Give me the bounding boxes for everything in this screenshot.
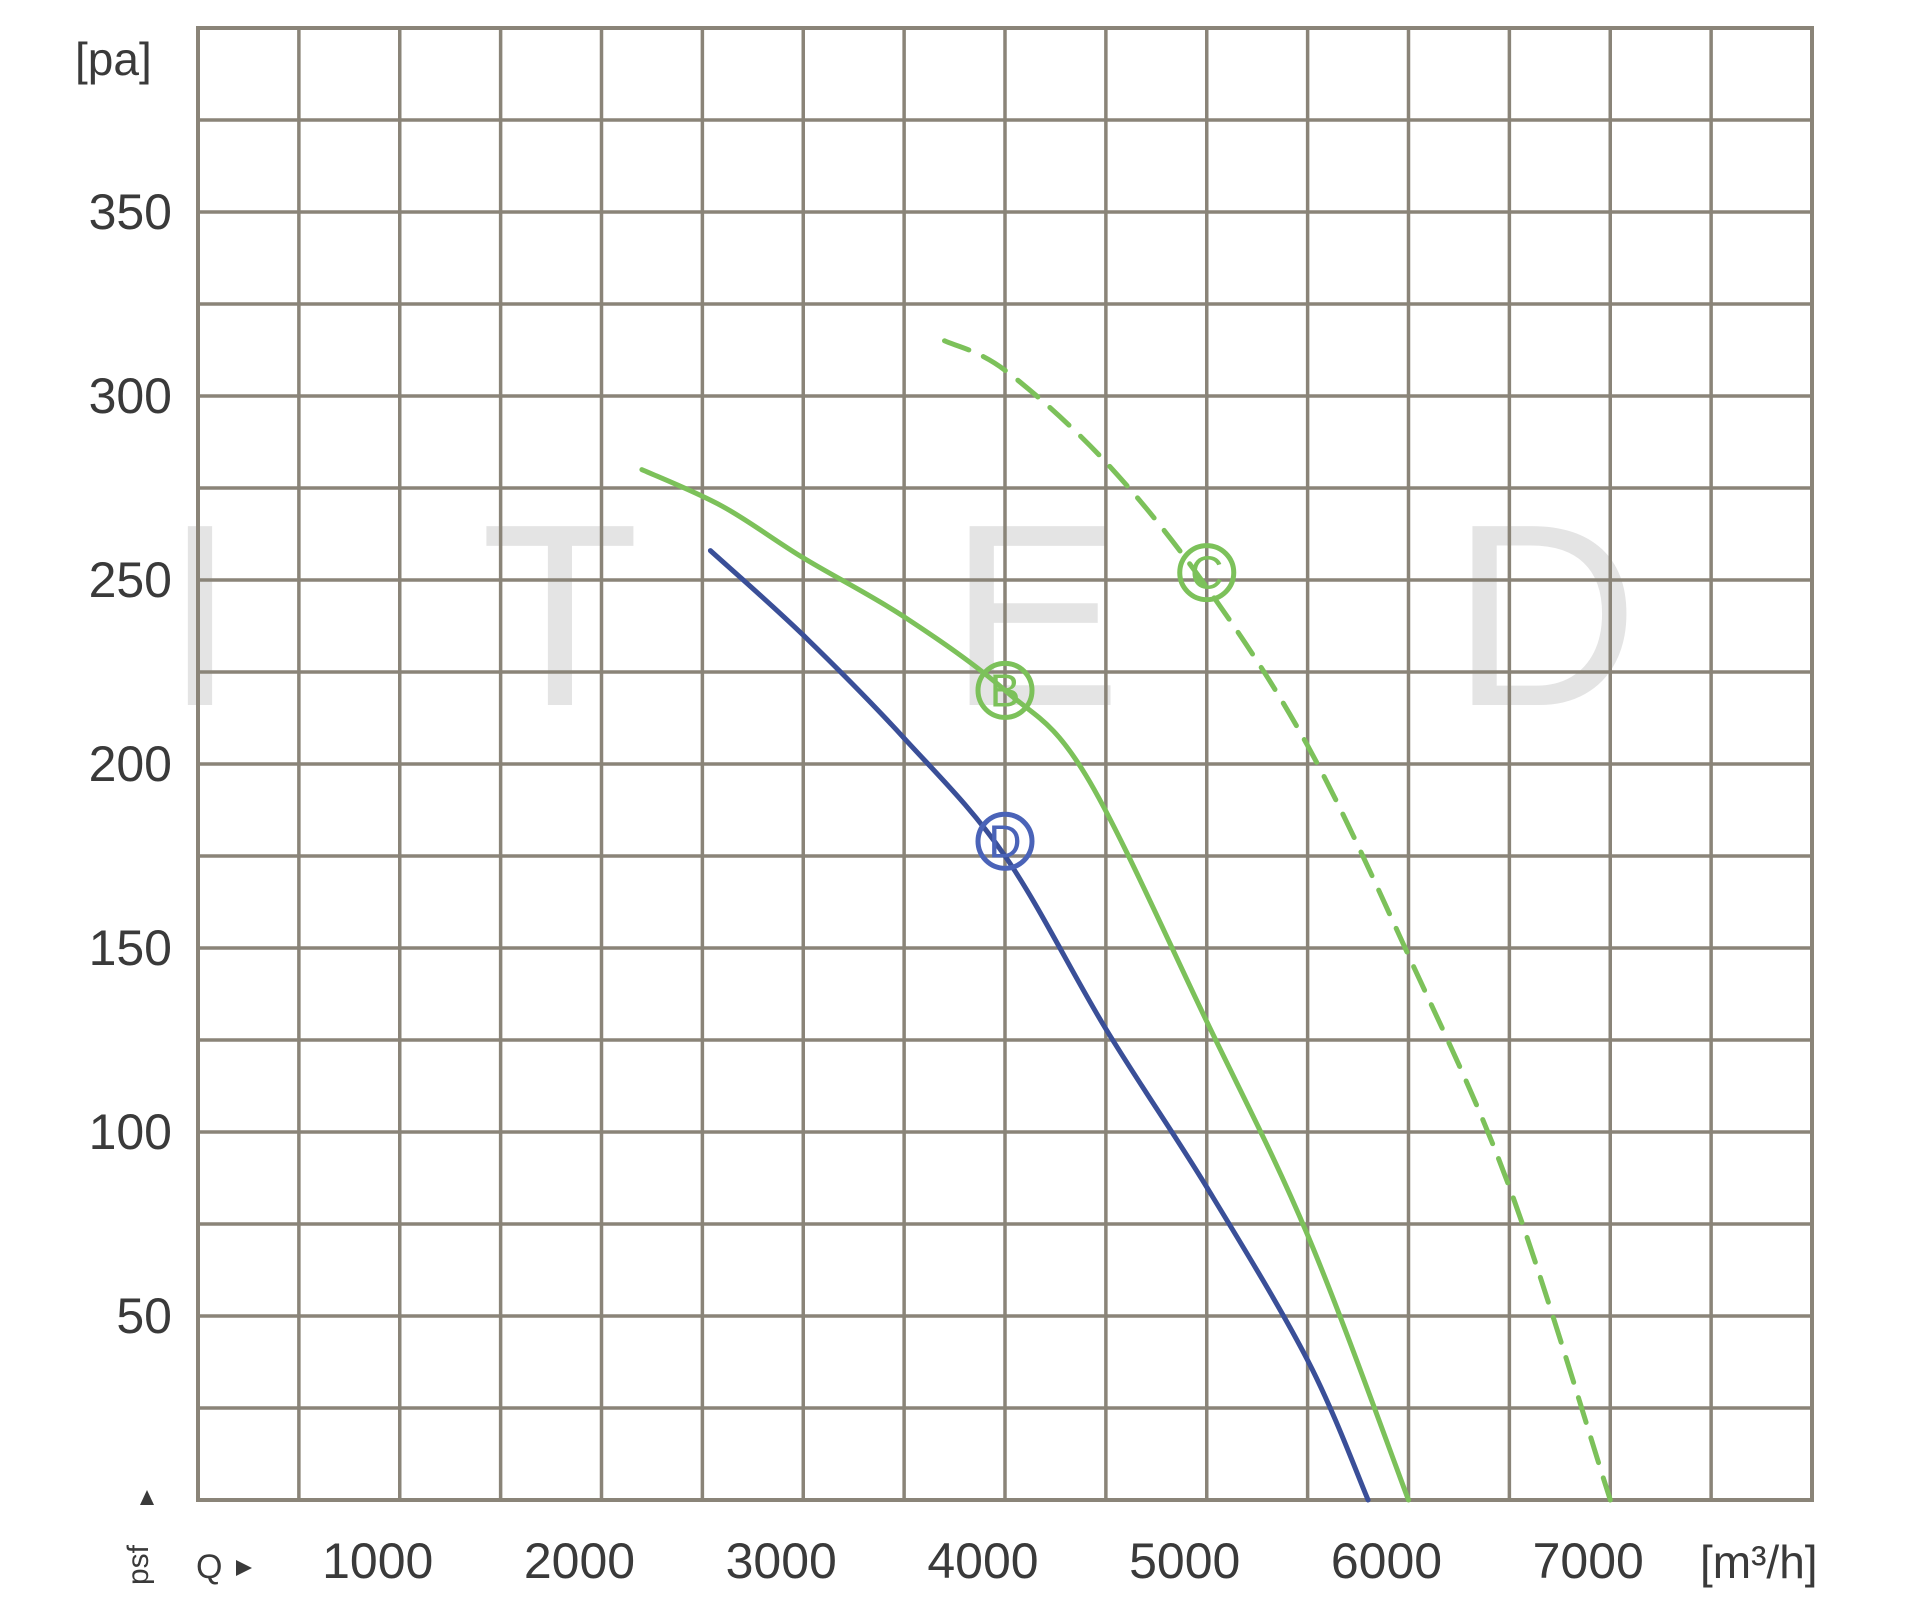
plot-frame	[196, 26, 1814, 1502]
x-axis-unit: [m³/h]	[1700, 1536, 1818, 1588]
y-tick-label: 150	[89, 920, 172, 976]
series-line-dashed	[942, 338, 1613, 1503]
series-line	[639, 467, 1411, 1503]
y-axis-label-bottom: psf	[122, 1544, 155, 1585]
watermark-letter: D	[1451, 471, 1639, 761]
series-lines	[639, 338, 1613, 1503]
x-tick-label: 2000	[524, 1533, 635, 1589]
y-axis-arrow-icon	[140, 1490, 154, 1505]
marker-circle	[1177, 543, 1237, 603]
y-tick-labels: 50 100 150 200 250 300 350	[89, 184, 172, 1344]
marker-label: C	[1190, 547, 1223, 599]
x-tick-label: 5000	[1129, 1533, 1240, 1589]
x-axis-arrow-icon	[236, 1560, 252, 1576]
y-tick-label: 300	[89, 368, 172, 424]
y-tick-label: 50	[116, 1288, 172, 1344]
x-tick-label: 6000	[1331, 1533, 1442, 1589]
x-axis-label: Q	[196, 1548, 222, 1586]
curve-markers: B C D	[975, 543, 1237, 871]
y-tick-label: 100	[89, 1104, 172, 1160]
marker-circle	[975, 660, 1035, 720]
marker-label: B	[990, 664, 1021, 716]
y-tick-label: 200	[89, 736, 172, 792]
x-tick-label: 1000	[322, 1533, 433, 1589]
y-tick-label: 350	[89, 184, 172, 240]
x-tick-label: 3000	[726, 1533, 837, 1589]
marker-circle	[975, 811, 1035, 871]
y-axis-label: [pa]	[75, 33, 152, 85]
grid	[196, 26, 1814, 1502]
marker-label: D	[988, 815, 1021, 867]
x-tick-label: 4000	[927, 1533, 1038, 1589]
series-line	[707, 548, 1371, 1503]
x-tick-label: 7000	[1533, 1533, 1644, 1589]
watermark-letter: T	[481, 471, 640, 761]
x-tick-labels: 1000 2000 3000 4000 5000 6000 7000	[322, 1533, 1644, 1589]
y-tick-label: 250	[89, 552, 172, 608]
